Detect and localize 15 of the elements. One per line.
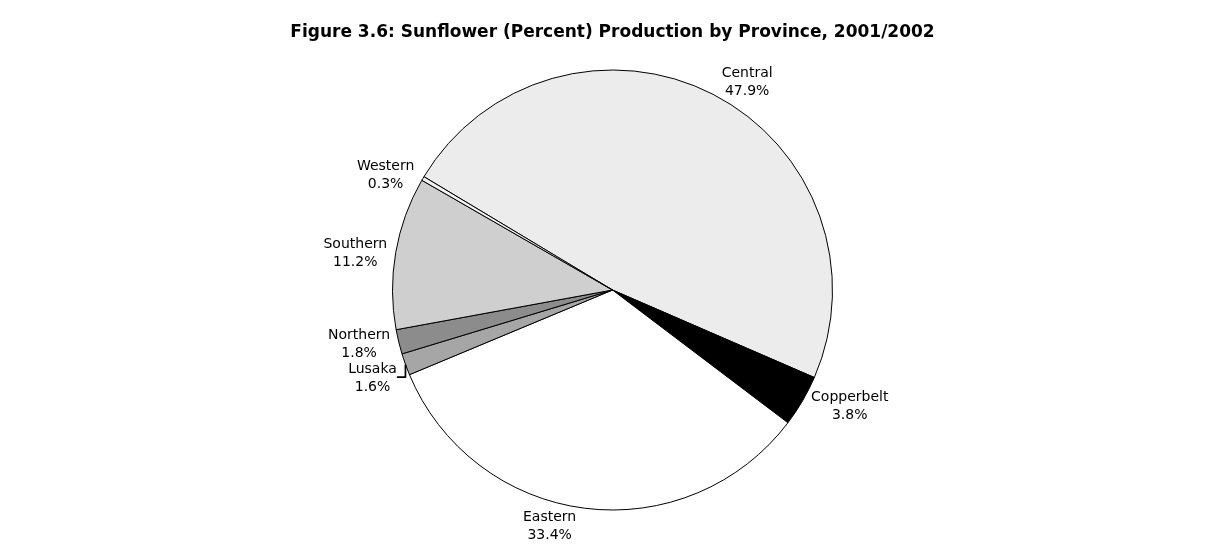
- chart-title: Figure 3.6: Sunflower (Percent) Production by Province, 2001/2002: [290, 20, 935, 41]
- slice-label: Northern: [328, 325, 391, 342]
- slice-label: Southern: [323, 235, 388, 252]
- data-label: 47.9%: [724, 81, 770, 98]
- slice-label: Lusaka: [348, 359, 397, 376]
- slice-label: Central: [721, 63, 773, 80]
- data-label: 0.3%: [367, 175, 404, 192]
- slice-label: Copperbelt: [811, 388, 889, 405]
- slice-label: Western: [356, 156, 415, 173]
- data-label: 1.8%: [341, 343, 377, 360]
- data-label: 33.4%: [527, 526, 572, 543]
- slice-label: Eastern: [523, 507, 577, 524]
- data-label: 11.2%: [333, 253, 378, 270]
- data-label: 3.8%: [831, 406, 868, 423]
- data-label: 1.6%: [354, 378, 391, 395]
